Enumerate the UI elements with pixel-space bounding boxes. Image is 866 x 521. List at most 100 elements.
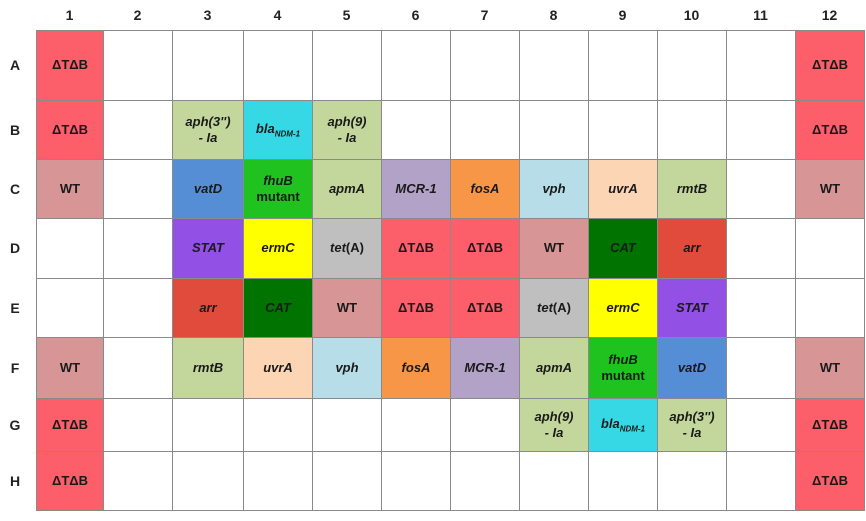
well-label: fosA <box>402 360 431 376</box>
well-A7 <box>450 30 520 101</box>
well-label-line: fosA <box>471 181 500 197</box>
well-H3 <box>172 451 244 511</box>
well-label: WT <box>60 360 80 376</box>
well-E2 <box>103 278 173 338</box>
well-label-line: apmA <box>329 181 365 197</box>
well-label-text: ΔTΔB <box>51 472 89 488</box>
well-label-text: fosA <box>470 180 500 196</box>
row-header-D: D <box>9 240 21 256</box>
well-label: CAT <box>265 300 291 316</box>
well-label-line: ΔTΔB <box>812 57 848 73</box>
well-label-text: vatD <box>677 359 707 375</box>
well-label: WT <box>820 360 840 376</box>
well-label: rmtB <box>193 360 223 376</box>
well-label-line: ΔTΔB <box>398 240 434 256</box>
well-label-line: rmtB <box>677 181 707 197</box>
well-label-line: ΔTΔB <box>812 122 848 138</box>
well-label-line: CAT <box>265 300 291 316</box>
well-label-line: fosA <box>402 360 431 376</box>
well-label-line: uvrA <box>608 181 638 197</box>
well-A6 <box>381 30 451 101</box>
well-D3: STAT <box>172 218 244 279</box>
well-label-line: fhuB <box>601 352 644 368</box>
well-label-line: WT <box>820 181 840 197</box>
well-D11 <box>726 218 796 279</box>
well-label: aph(9) - Ia <box>328 114 367 147</box>
well-label-line2: mutant <box>601 368 645 383</box>
well-E4: CAT <box>243 278 313 338</box>
well-label-line: STAT <box>676 300 708 316</box>
well-F5: vph <box>312 337 382 399</box>
well-label-text: aph(9) <box>327 113 367 129</box>
well-B10 <box>657 100 727 160</box>
well-label-line: vph <box>542 181 565 197</box>
well-B12: ΔTΔB <box>795 100 865 160</box>
well-G8: aph(9) - Ia <box>519 398 589 452</box>
well-G2 <box>103 398 173 452</box>
well-label: ΔTΔB <box>52 417 88 433</box>
well-H5 <box>312 451 382 511</box>
well-A4 <box>243 30 313 101</box>
well-A10 <box>657 30 727 101</box>
well-label-text: tet <box>537 299 553 315</box>
well-G12: ΔTΔB <box>795 398 865 452</box>
well-label-line: blaNDM-1 <box>601 416 645 435</box>
well-label-text: uvrA <box>263 359 293 375</box>
well-E7: ΔTΔB <box>450 278 520 338</box>
well-A8 <box>519 30 589 101</box>
well-D5: tet(A) <box>312 218 382 279</box>
well-label-text: ΔTΔB <box>811 472 849 488</box>
well-D9: CAT <box>588 218 658 279</box>
well-label-line: ΔTΔB <box>467 300 503 316</box>
well-label-line: WT <box>60 360 80 376</box>
well-E12 <box>795 278 865 338</box>
row-header-A: A <box>9 57 21 73</box>
well-D6: ΔTΔB <box>381 218 451 279</box>
well-label-line: ΔTΔB <box>52 57 88 73</box>
well-G1: ΔTΔB <box>36 398 104 452</box>
well-label-line: arr <box>199 300 216 316</box>
well-H4 <box>243 451 313 511</box>
well-label-line: apmA <box>536 360 572 376</box>
column-header-4: 4 <box>273 7 282 23</box>
well-D12 <box>795 218 865 279</box>
well-label-line: ΔTΔB <box>467 240 503 256</box>
well-label-text: ΔTΔB <box>811 121 849 137</box>
well-H10 <box>657 451 727 511</box>
well-label-text: CAT <box>610 240 636 256</box>
well-C2 <box>103 159 173 219</box>
well-B5: aph(9) - Ia <box>312 100 382 160</box>
well-label-text: ΔTΔB <box>466 240 504 256</box>
column-header-2: 2 <box>133 7 142 23</box>
well-label: ΔTΔB <box>467 300 503 316</box>
well-label: uvrA <box>608 181 638 197</box>
well-label-text: STAT <box>191 240 224 256</box>
well-label: ermC <box>261 240 294 256</box>
well-G10: aph(3'') - Ia <box>657 398 727 452</box>
well-D4: ermC <box>243 218 313 279</box>
well-G11 <box>726 398 796 452</box>
well-D2 <box>103 218 173 279</box>
well-B8 <box>519 100 589 160</box>
well-label: ΔTΔB <box>812 122 848 138</box>
well-label-line: ermC <box>261 240 294 256</box>
well-label-text: WT <box>543 240 565 256</box>
well-G9: blaNDM-1 <box>588 398 658 452</box>
well-label-line: WT <box>60 181 80 197</box>
well-B1: ΔTΔB <box>36 100 104 160</box>
well-E11 <box>726 278 796 338</box>
row-header-E: E <box>10 299 20 316</box>
well-F9: fhuB mutant <box>588 337 658 399</box>
well-label: STAT <box>676 300 708 316</box>
well-E10: STAT <box>657 278 727 338</box>
well-H11 <box>726 451 796 511</box>
well-label-line: aph(9) <box>535 409 574 425</box>
well-E6: ΔTΔB <box>381 278 451 338</box>
well-label-line: ΔTΔB <box>812 473 848 489</box>
well-label-line: WT <box>544 240 564 256</box>
well-C12: WT <box>795 159 865 219</box>
column-header-7: 7 <box>480 7 489 23</box>
well-F10: vatD <box>657 337 727 399</box>
well-label: WT <box>337 300 357 316</box>
well-label-text: apmA <box>535 359 573 375</box>
